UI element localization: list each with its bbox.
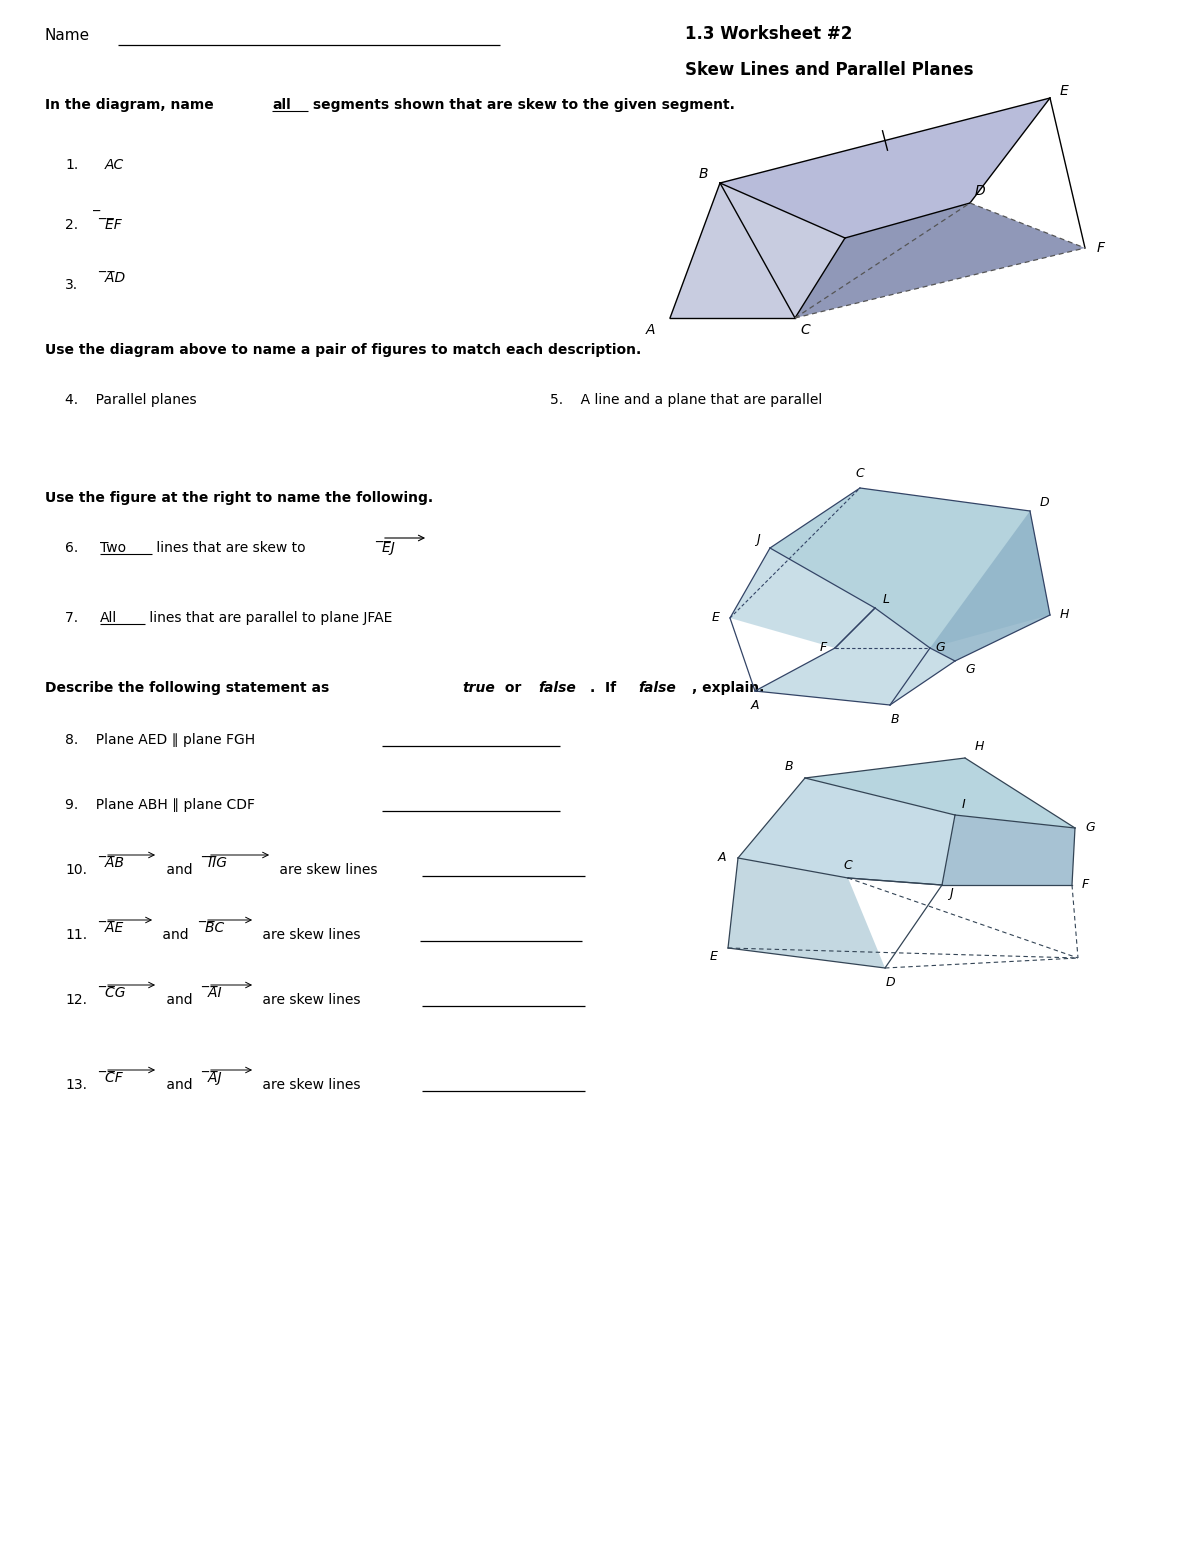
Text: and: and [162,992,197,1006]
Text: are skew lines: are skew lines [258,1078,360,1092]
Text: E: E [1060,84,1069,98]
Text: D: D [886,975,895,989]
Text: J: J [756,533,760,547]
Polygon shape [796,203,1085,318]
Text: G: G [965,663,974,676]
Text: H: H [1060,609,1069,621]
Text: true: true [462,682,494,696]
Text: 8.    Plane AED ∥ plane FGH: 8. Plane AED ∥ plane FGH [65,733,256,747]
Text: All: All [100,610,118,624]
Text: 6.: 6. [65,540,91,554]
Text: Use the figure at the right to name the following.: Use the figure at the right to name the … [46,491,433,505]
Text: B: B [698,168,708,182]
Text: In the diagram, name: In the diagram, name [46,98,218,112]
Text: are skew lines: are skew lines [275,863,378,877]
Polygon shape [730,548,955,705]
Text: AC: AC [106,158,125,172]
Text: 7.: 7. [65,610,91,624]
Text: false: false [638,682,676,696]
Text: F: F [1097,241,1105,255]
Text: ̅B̅C: ̅B̅C [205,921,224,935]
Text: false: false [538,682,576,696]
Text: ̅C̅F: ̅C̅F [106,1072,122,1086]
Text: F: F [1082,879,1090,891]
Text: F: F [820,641,827,654]
Text: Name: Name [46,28,90,43]
Text: are skew lines: are skew lines [258,929,360,943]
Text: Skew Lines and Parallel Planes: Skew Lines and Parallel Planes [685,61,973,79]
Text: G: G [935,641,944,654]
Text: ̅C̅G: ̅C̅G [106,986,126,1000]
Text: are skew lines: are skew lines [258,992,360,1006]
Polygon shape [728,857,886,968]
Text: E: E [712,612,720,624]
Text: 1.3 Worksheet #2: 1.3 Worksheet #2 [685,25,852,43]
Polygon shape [805,758,1075,828]
Text: or: or [500,682,527,696]
Text: ̅A̅B: ̅A̅B [106,856,124,870]
Text: 1.: 1. [65,158,78,172]
Text: 2.: 2. [65,217,78,231]
Text: C: C [844,859,852,871]
Text: 12.: 12. [65,992,88,1006]
Text: L: L [883,593,890,606]
Text: and: and [162,1078,197,1092]
Text: Describe the following statement as: Describe the following statement as [46,682,334,696]
Text: ̅E̅F: ̅E̅F [106,217,121,231]
Text: 10.: 10. [65,863,88,877]
Text: A: A [646,323,655,337]
Text: ̅E̅J: ̅E̅J [382,540,395,554]
Text: D: D [974,183,985,197]
Text: ̅A̅E: ̅A̅E [106,921,124,935]
Text: C: C [800,323,810,337]
Text: 3.: 3. [65,278,78,292]
Polygon shape [738,778,955,885]
Text: 5.    A line and a plane that are parallel: 5. A line and a plane that are parallel [550,393,822,407]
Text: ̅A̅I: ̅A̅I [208,986,222,1000]
Text: lines that are skew to: lines that are skew to [152,540,310,554]
Text: segments shown that are skew to the given segment.: segments shown that are skew to the give… [308,98,734,112]
Text: H: H [974,739,984,753]
Text: 11.: 11. [65,929,88,943]
Text: I: I [962,798,966,811]
Text: lines that are parallel to plane JFAE: lines that are parallel to plane JFAE [145,610,392,624]
Text: D: D [1040,495,1050,509]
Text: B: B [890,713,899,725]
Text: Use the diagram above to name a pair of figures to match each description.: Use the diagram above to name a pair of … [46,343,641,357]
Text: .  If: . If [590,682,622,696]
Text: A: A [718,851,726,865]
Text: ̅A̅D: ̅A̅D [106,272,125,286]
Polygon shape [942,815,1075,885]
Text: ̅I̅I̅G: ̅I̅I̅G [208,856,227,870]
Text: Two: Two [100,540,126,554]
Text: , explain.: , explain. [692,682,764,696]
Polygon shape [670,183,845,318]
Text: C: C [856,467,864,480]
Text: 13.: 13. [65,1078,88,1092]
Text: all: all [272,98,290,112]
Polygon shape [720,98,1050,238]
Polygon shape [770,488,1050,648]
Text: J: J [949,887,953,901]
Text: and: and [162,863,197,877]
Text: ̅A̅J: ̅A̅J [208,1072,222,1086]
Text: G: G [1085,822,1094,834]
Polygon shape [930,511,1050,662]
Text: B: B [785,759,793,773]
Text: 4.    Parallel planes: 4. Parallel planes [65,393,197,407]
Text: A: A [751,699,760,711]
Text: E: E [710,950,718,963]
Text: and: and [158,929,193,943]
Text: 9.    Plane ABH ∥ plane CDF: 9. Plane ABH ∥ plane CDF [65,798,256,812]
